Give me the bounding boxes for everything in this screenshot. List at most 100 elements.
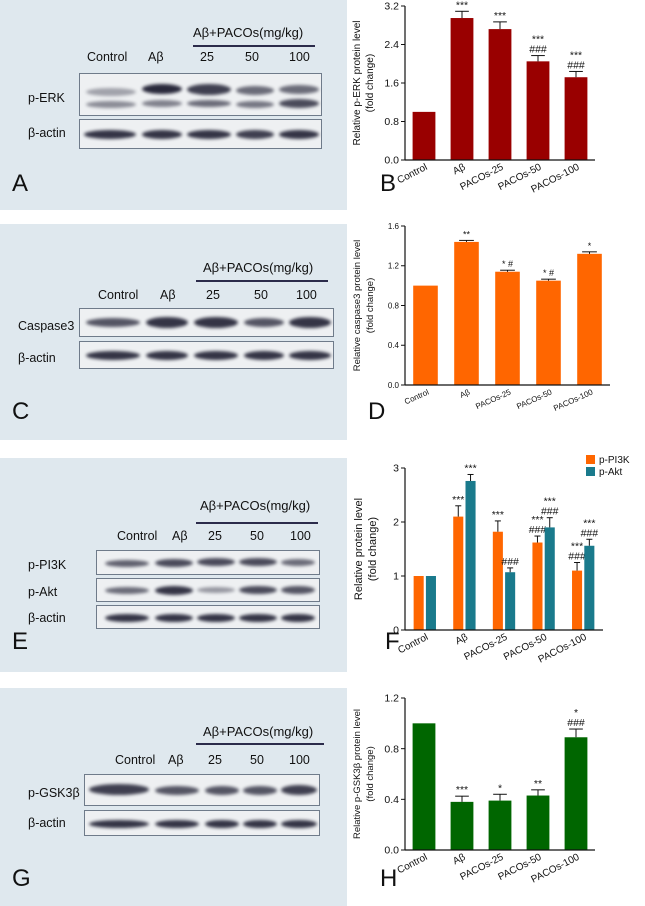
- significance-label: ***: [531, 514, 543, 526]
- row-label: p-ERK: [28, 91, 65, 105]
- y-tick-label: 2.4: [384, 39, 399, 51]
- band: [155, 614, 193, 622]
- bar: [488, 800, 512, 850]
- y-tick-label: 0.0: [384, 155, 399, 167]
- row-label: Caspase3: [18, 319, 75, 333]
- significance-label: ***: [583, 517, 595, 529]
- legend-swatch: [586, 467, 595, 476]
- x-tick-label: PACOs-50: [515, 387, 554, 411]
- band: [281, 586, 315, 594]
- lane-label: 100: [289, 50, 310, 64]
- significance-label: ###: [568, 551, 586, 563]
- band: [243, 786, 277, 795]
- band: [142, 130, 182, 139]
- lane-label: 50: [250, 753, 264, 767]
- blot-panel-e: Aβ+PACOs(mg/kg) Control Aβ 25 50 100 p-P…: [0, 458, 347, 672]
- y-axis-label: Relative p-GSK3β protein level: [352, 709, 363, 839]
- lane-label: 25: [206, 288, 220, 302]
- band: [239, 558, 277, 566]
- lane-label: 25: [208, 753, 222, 767]
- bar: [412, 723, 436, 850]
- blot-strip: [96, 605, 320, 629]
- y-tick-label: 0: [393, 625, 399, 637]
- bar: [564, 737, 588, 850]
- band: [244, 351, 284, 360]
- lane-label: Control: [87, 50, 128, 64]
- legend-label: p-Akt: [599, 467, 623, 478]
- y-axis-label: Relative protein level: [353, 498, 365, 600]
- bar: [465, 480, 476, 630]
- significance-label: ###: [541, 506, 559, 518]
- significance-label: ***: [570, 49, 582, 61]
- band: [86, 101, 136, 108]
- band: [205, 786, 239, 795]
- significance-label: *: [588, 241, 592, 251]
- x-tick-label: Aβ: [454, 632, 470, 648]
- bar: [564, 77, 588, 160]
- band: [279, 99, 319, 108]
- lane-label: Control: [98, 288, 139, 302]
- band: [289, 351, 331, 360]
- band: [289, 317, 331, 328]
- band: [86, 318, 140, 327]
- y-tick-label: 0.0: [388, 381, 400, 390]
- lane-label: 50: [250, 529, 264, 543]
- significance-label: **: [463, 229, 471, 239]
- bar: [413, 576, 424, 630]
- blot-strip: [96, 550, 320, 575]
- chart-h: Relative p-GSK3β protein level (fold chan…: [352, 693, 595, 886]
- bar: [495, 271, 520, 385]
- treatment-line: [196, 280, 328, 282]
- significance-label: ***: [452, 494, 464, 506]
- significance-label: * #: [543, 268, 554, 278]
- lane-label: Aβ: [168, 753, 184, 767]
- band: [155, 559, 193, 567]
- significance-label: ***: [456, 784, 468, 796]
- band: [281, 614, 315, 622]
- x-tick-label: PACOs-100: [552, 387, 595, 413]
- treatment-line: [196, 522, 318, 524]
- treatment-line: [196, 743, 324, 745]
- blot-strip: [79, 73, 322, 116]
- blot-header: Aβ+PACOs(mg/kg): [203, 260, 314, 275]
- band: [281, 559, 315, 566]
- significance-label: *: [498, 782, 502, 794]
- significance-label: *: [574, 707, 578, 719]
- band: [187, 130, 231, 139]
- blot-header: Aβ+PACOs(mg/kg): [203, 724, 314, 739]
- lane-label: Aβ: [148, 50, 164, 64]
- band: [279, 130, 319, 139]
- panel-letter-b: B: [380, 170, 397, 197]
- band: [236, 130, 274, 139]
- row-label: β-actin: [28, 611, 66, 625]
- band: [197, 587, 235, 593]
- blot-panel-g: Aβ+PACOs(mg/kg) Control Aβ 25 50 100 p-G…: [0, 688, 347, 906]
- band: [281, 820, 317, 828]
- bar: [505, 572, 516, 630]
- bar: [526, 795, 550, 850]
- row-label: β-actin: [28, 126, 66, 140]
- y-tick-label: 1.6: [388, 222, 400, 231]
- y-axis-label: (fold change): [365, 54, 376, 112]
- band: [187, 100, 231, 107]
- band: [155, 786, 199, 795]
- panel-letter-c: C: [12, 398, 30, 425]
- y-tick-label: 0.8: [384, 116, 399, 128]
- band: [239, 614, 277, 622]
- y-axis-label: (fold change): [367, 517, 379, 581]
- x-tick-label: PACOs-25: [462, 632, 509, 663]
- chart-b: Relative p-ERK protein level (fold change…: [352, 0, 595, 196]
- significance-label: ###: [501, 556, 519, 568]
- band: [86, 88, 136, 96]
- lane-label: Control: [117, 529, 158, 543]
- y-axis-label: (fold change): [365, 278, 376, 333]
- bar: [488, 29, 512, 160]
- lane-label: 25: [208, 529, 222, 543]
- blot-panel-c: Aβ+PACOs(mg/kg) Control Aβ 25 50 100 Cas…: [0, 224, 347, 440]
- y-tick-label: 0.8: [384, 743, 399, 755]
- bar: [577, 253, 602, 385]
- band: [187, 84, 231, 95]
- lane-label: Control: [115, 753, 156, 767]
- band: [244, 318, 284, 327]
- x-tick-label: Control: [396, 852, 430, 876]
